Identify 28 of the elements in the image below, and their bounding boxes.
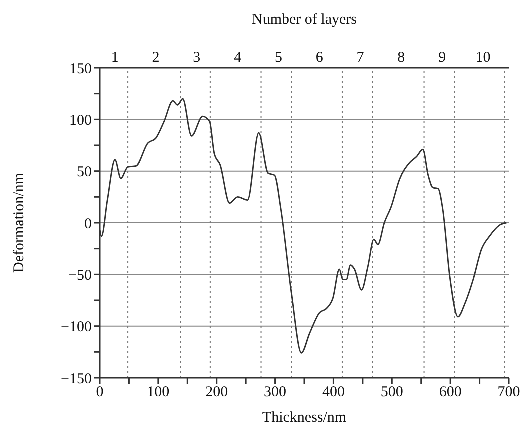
- x-tick-label: 500: [380, 384, 404, 401]
- x2-tick-label: 5: [274, 50, 282, 66]
- x2-tick-label: 2: [152, 50, 160, 66]
- y-tick-label: −150: [61, 371, 92, 388]
- y-axis-title: Deformation/nm: [11, 172, 28, 273]
- x-tick-label: 100: [147, 384, 170, 401]
- x-axis-title: Thickness/nm: [262, 410, 347, 426]
- x2-tick-label: 9: [438, 50, 446, 66]
- y-tick-label: 0: [84, 216, 92, 232]
- y-tick-label: 50: [77, 164, 92, 181]
- x-tick-label: 0: [96, 384, 104, 401]
- x2-tick-label: 8: [398, 50, 406, 66]
- x2-tick-label: 1: [111, 50, 119, 66]
- x-tick-label: 600: [439, 384, 462, 401]
- y-tick-label: 100: [70, 112, 92, 129]
- x2-tick-label: 3: [193, 50, 201, 66]
- x-tick-label: 700: [498, 384, 520, 401]
- x2-axis-title: Number of layers: [252, 12, 358, 28]
- x2-tick-label: 6: [316, 50, 324, 66]
- y-tick-label: 150: [70, 61, 92, 78]
- x-tick-label: 300: [264, 384, 287, 401]
- x-tick-label: 200: [206, 384, 228, 401]
- y-tick-label: −50: [68, 268, 92, 284]
- x-tick-label: 400: [322, 384, 345, 401]
- x2-tick-label: 4: [234, 50, 242, 66]
- x2-tick-label: 10: [476, 50, 491, 66]
- y-tick-label: −100: [61, 320, 92, 336]
- x2-tick-label: 7: [356, 50, 365, 66]
